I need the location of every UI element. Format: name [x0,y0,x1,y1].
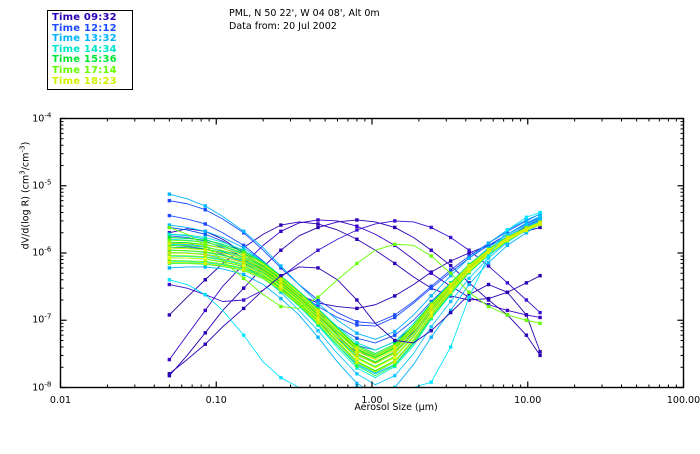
legend-item: Time 12:12 [52,22,132,35]
y-tick-label: 10-4 [32,109,52,124]
legend-label: Time 15:36 [52,54,117,66]
legend-item: Time 13:32 [52,33,132,45]
x-tick-label: 0.01 [49,394,72,406]
legend-item: Time 09:32 [52,12,132,24]
title-line-2: Data from: 20 Jul 2002 [229,21,337,32]
legend-label: Time 17:14 [52,64,117,76]
legend-item: Time 15:36 [52,55,132,66]
legend-item: Time 18:23 [52,75,132,88]
legend-label: Time 12:12 [52,22,117,34]
y-axis-label-text: dV/d(log R) (cm3/cm-3) [17,141,32,250]
title-line-1: PML, N 50 22', W 04 08', Alt 0m [229,8,380,19]
legend-label: Time 13:32 [52,33,117,45]
legend-label: Time 18:23 [52,75,117,87]
x-tick-label: 100.00 [666,394,700,406]
x-axis-label: Aerosol Size (µm) [0,402,700,413]
legend-item: Time 14:34 [52,43,132,56]
x-tick-label: 0.10 [205,394,227,406]
y-tick-label: 10-5 [32,177,52,192]
legend: Time 09:32 Time 12:12 Time 13:32 Time 14… [47,10,133,90]
y-tick-label: 10-6 [32,244,52,259]
x-axis-label-text: Aerosol Size (µm) [354,402,438,413]
chart-title-block: PML, N 50 22', W 04 08', Alt 0m Data fro… [229,7,380,33]
legend-label: Time 14:34 [52,43,117,55]
y-tick-label: 10-7 [32,311,52,326]
y-tick-label: 10-8 [32,378,52,393]
legend-item: Time 17:14 [52,64,132,77]
x-tick-label: 10.00 [514,394,542,406]
x-tick-label: 1.00 [361,394,383,406]
legend-label: Time 09:32 [52,12,117,23]
